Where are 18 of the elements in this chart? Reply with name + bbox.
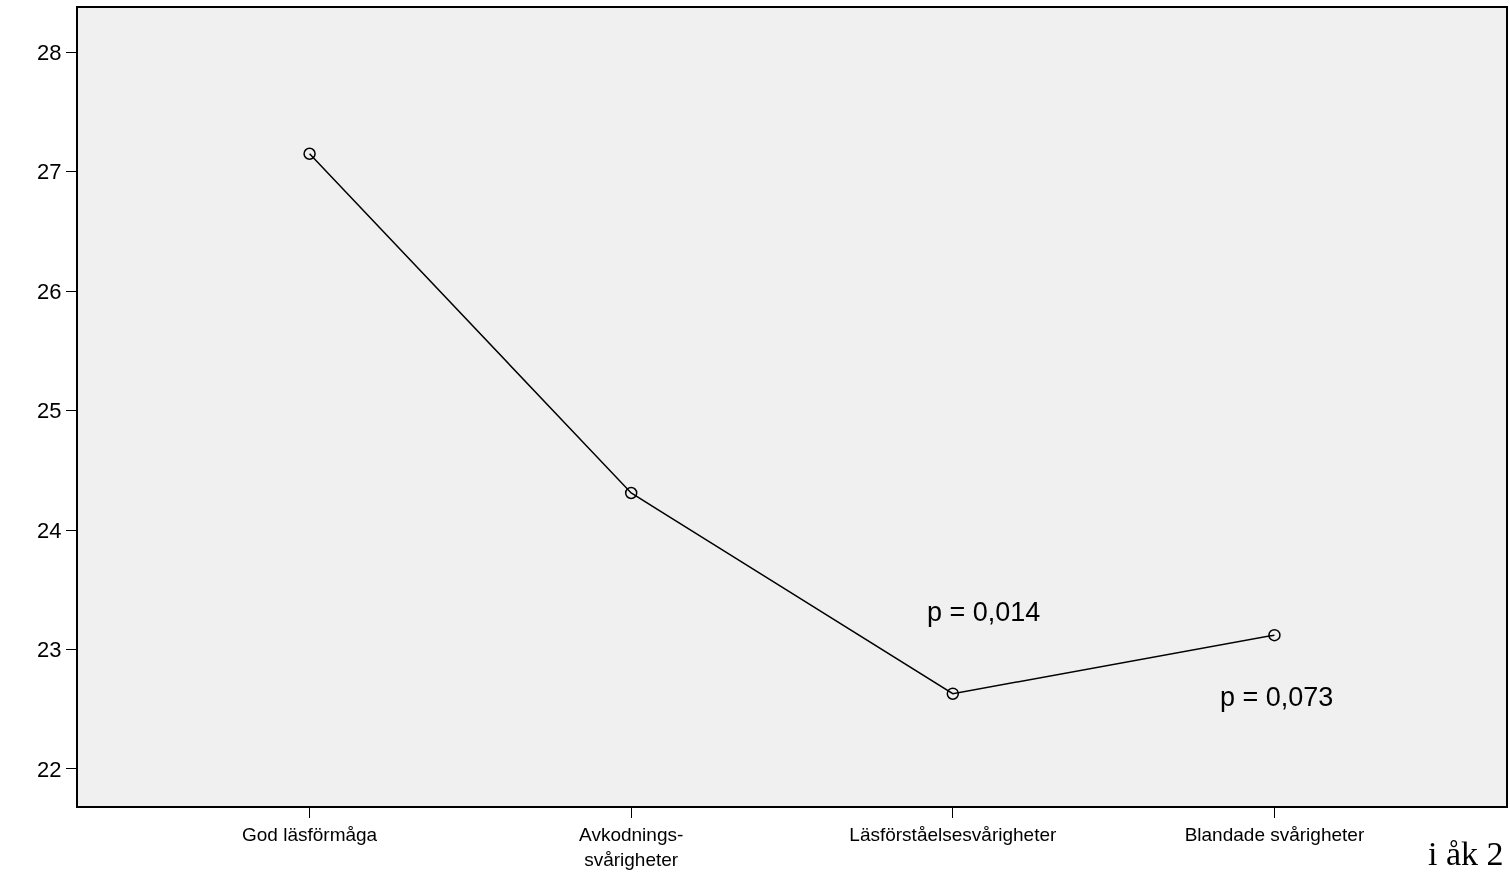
point xyxy=(1268,628,1281,642)
y-tick-label: 26 xyxy=(37,278,62,304)
annotation: p = 0,014 xyxy=(927,597,1041,627)
x-tick-label: Avkodnings- svårigheter xyxy=(579,823,684,870)
y-tick-label: 23 xyxy=(37,637,62,663)
x-tick-label: Blandade svårigheter xyxy=(1184,823,1365,845)
y-tick-label: 28 xyxy=(37,39,62,65)
text: i åk 2 xyxy=(1428,835,1504,872)
y-tick-label: 27 xyxy=(37,159,62,185)
y-tick-label: 22 xyxy=(37,756,62,782)
point xyxy=(946,687,960,700)
annotation: p = 0,073 xyxy=(1220,682,1334,712)
y-tick-label: 24 xyxy=(37,517,62,543)
y-tick-label: 25 xyxy=(37,398,62,424)
point xyxy=(624,486,638,500)
x-tick-label: Läsförståelsesvårigheter xyxy=(849,823,1057,845)
point xyxy=(303,147,316,160)
x-tick-label: God läsförmåga xyxy=(241,823,378,845)
